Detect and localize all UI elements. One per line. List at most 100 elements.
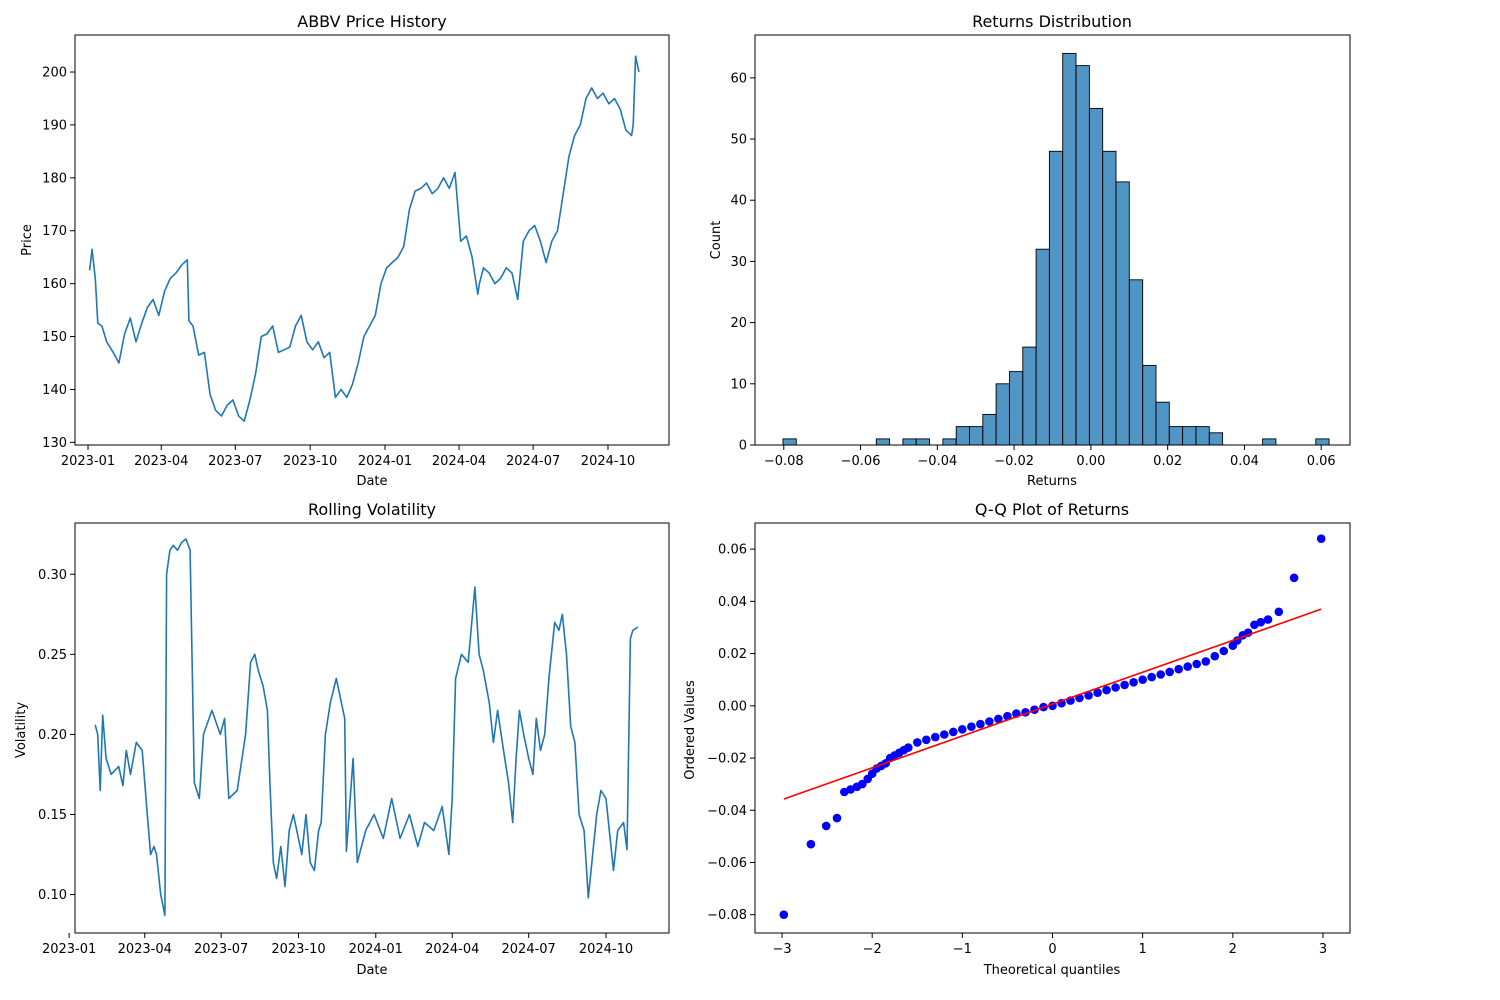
qq-point xyxy=(1256,617,1266,627)
qq-point xyxy=(858,779,867,789)
price-ytick-label: 180 xyxy=(42,171,67,186)
price-xtick-label: 2023-01 xyxy=(61,454,115,469)
vol-ytick-label: 0.10 xyxy=(38,888,67,903)
qq-point xyxy=(821,821,831,831)
vol-chart-marks: 2023-01 2023-04 2023-07 2023-10 2024-01 2024-… xyxy=(38,538,639,957)
qq-point xyxy=(1274,607,1284,617)
hist-chart-xlabel: Returns xyxy=(1027,474,1077,489)
qq-point xyxy=(1147,672,1156,682)
qq-ytick-label: 0.00 xyxy=(718,699,747,714)
qq-point xyxy=(1120,680,1129,690)
qq-point xyxy=(931,732,940,742)
qq-xtick-label: −1 xyxy=(953,942,972,957)
hist-xtick-label: 0.06 xyxy=(1307,454,1336,469)
hist-bar xyxy=(1048,150,1064,446)
qq-point xyxy=(949,727,958,737)
hist-bar xyxy=(1022,346,1037,446)
hist-bar xyxy=(1062,52,1077,446)
price-xtick-label: 2024-01 xyxy=(358,454,412,469)
qq-point xyxy=(1219,646,1229,656)
hist-bar xyxy=(1155,401,1170,446)
price-xtick-label: 2024-10 xyxy=(581,454,635,469)
qq-fit-line xyxy=(783,608,1322,800)
qq-point xyxy=(1111,683,1120,692)
qq-point xyxy=(1183,662,1192,671)
qq-ytick-label: −0.02 xyxy=(707,752,747,767)
hist-bar xyxy=(875,438,891,446)
hist-ytick-label: 30 xyxy=(730,255,747,270)
price-xtick-label: 2023-10 xyxy=(283,454,337,469)
qq-chart-xlabel: Theoretical quantiles xyxy=(983,963,1121,978)
hist-bar xyxy=(1168,426,1184,446)
hist-ytick-label: 40 xyxy=(730,194,747,209)
qq-ytick-label: 0.04 xyxy=(718,595,747,610)
qq-point xyxy=(922,735,931,745)
qq-point xyxy=(1084,691,1093,700)
hist-bar xyxy=(1075,65,1090,446)
hist-xtick-label: 0.04 xyxy=(1230,454,1259,469)
hist-chart-title: Returns Distribution xyxy=(972,12,1132,31)
hist-bar xyxy=(1128,279,1144,446)
price-chart-frame xyxy=(74,34,670,446)
hist-ytick-label: 60 xyxy=(730,71,747,86)
price-chart-title: ABBV Price History xyxy=(297,12,446,31)
price-xtick-label: 2023-04 xyxy=(134,454,188,469)
vol-ytick-label: 0.30 xyxy=(38,568,67,583)
price-ytick-label: 170 xyxy=(42,224,67,239)
qq-point xyxy=(904,743,913,752)
vol-chart-frame xyxy=(74,522,670,934)
qq-point xyxy=(1129,678,1138,687)
hist-bar xyxy=(995,383,1010,446)
qq-point xyxy=(967,722,976,731)
price-line xyxy=(88,55,640,423)
hist-ytick-label: 10 xyxy=(730,377,747,392)
qq-point xyxy=(1138,675,1147,684)
price-ytick-label: 150 xyxy=(42,330,67,345)
qq-point xyxy=(1093,688,1102,697)
qq-point xyxy=(779,910,789,919)
qq-point xyxy=(1102,685,1111,695)
qq-point xyxy=(1316,534,1326,543)
hist-bar xyxy=(982,413,997,446)
hist-bar xyxy=(955,426,970,446)
vol-xtick-label: 2024-07 xyxy=(502,942,556,957)
hist-bar xyxy=(782,438,797,446)
qq-xtick-label: 3 xyxy=(1319,942,1327,957)
qq-point xyxy=(832,813,842,823)
vol-chart-title: Rolling Volatility xyxy=(308,500,436,519)
qq-xtick-label: −2 xyxy=(863,942,882,957)
hist-bar xyxy=(1182,426,1197,446)
vol-chart-ylabel: Volatility xyxy=(14,702,29,758)
qq-point xyxy=(1156,670,1165,679)
qq-chart-marks: −3 −2 −1 0 1 2 3 −0.08 −0.06 −0.04 −0.02 0.00 0.02 0.… xyxy=(707,534,1327,957)
hist-ytick-label: 50 xyxy=(730,133,747,148)
qq-ytick-label: 0.02 xyxy=(718,647,747,662)
qq-point xyxy=(958,725,967,734)
vol-xtick-label: 2024-10 xyxy=(579,942,633,957)
qq-point xyxy=(1165,667,1174,677)
qq-ytick-label: 0.06 xyxy=(718,543,747,558)
hist-bar xyxy=(1315,438,1330,446)
price-ytick-label: 190 xyxy=(42,118,67,133)
price-chart: ABBV Price History 2023-01 2023-04 2023-07… xyxy=(20,12,670,489)
price-xtick-label: 2024-04 xyxy=(432,454,486,469)
qq-point xyxy=(1210,651,1220,661)
qq-point xyxy=(1289,573,1299,583)
price-xtick-label: 2024-07 xyxy=(506,454,560,469)
qq-point xyxy=(1201,657,1211,666)
vol-xtick-label: 2023-04 xyxy=(118,942,172,957)
hist-bar xyxy=(969,426,984,446)
hist-xtick-label: −0.08 xyxy=(764,454,804,469)
price-ytick-label: 200 xyxy=(42,66,67,81)
price-xtick-label: 2023-07 xyxy=(208,454,262,469)
vol-xtick-label: 2023-01 xyxy=(42,942,96,957)
hist-bar xyxy=(1208,432,1224,446)
qq-xtick-label: 0 xyxy=(1048,942,1056,957)
qq-chart-title: Q-Q Plot of Returns xyxy=(975,500,1129,519)
qq-point xyxy=(994,714,1003,724)
qq-chart: Q-Q Plot of Returns −3 −2 −1 0 1 2 3 −0.08 −0.06… xyxy=(683,500,1351,978)
price-ytick-label: 130 xyxy=(42,436,67,451)
hist-chart-marks: −0.08 −0.06 −0.04 −0.02 0.00 0.02 0.04 0.06 0 10 2… xyxy=(730,52,1336,469)
vol-line xyxy=(94,538,639,917)
